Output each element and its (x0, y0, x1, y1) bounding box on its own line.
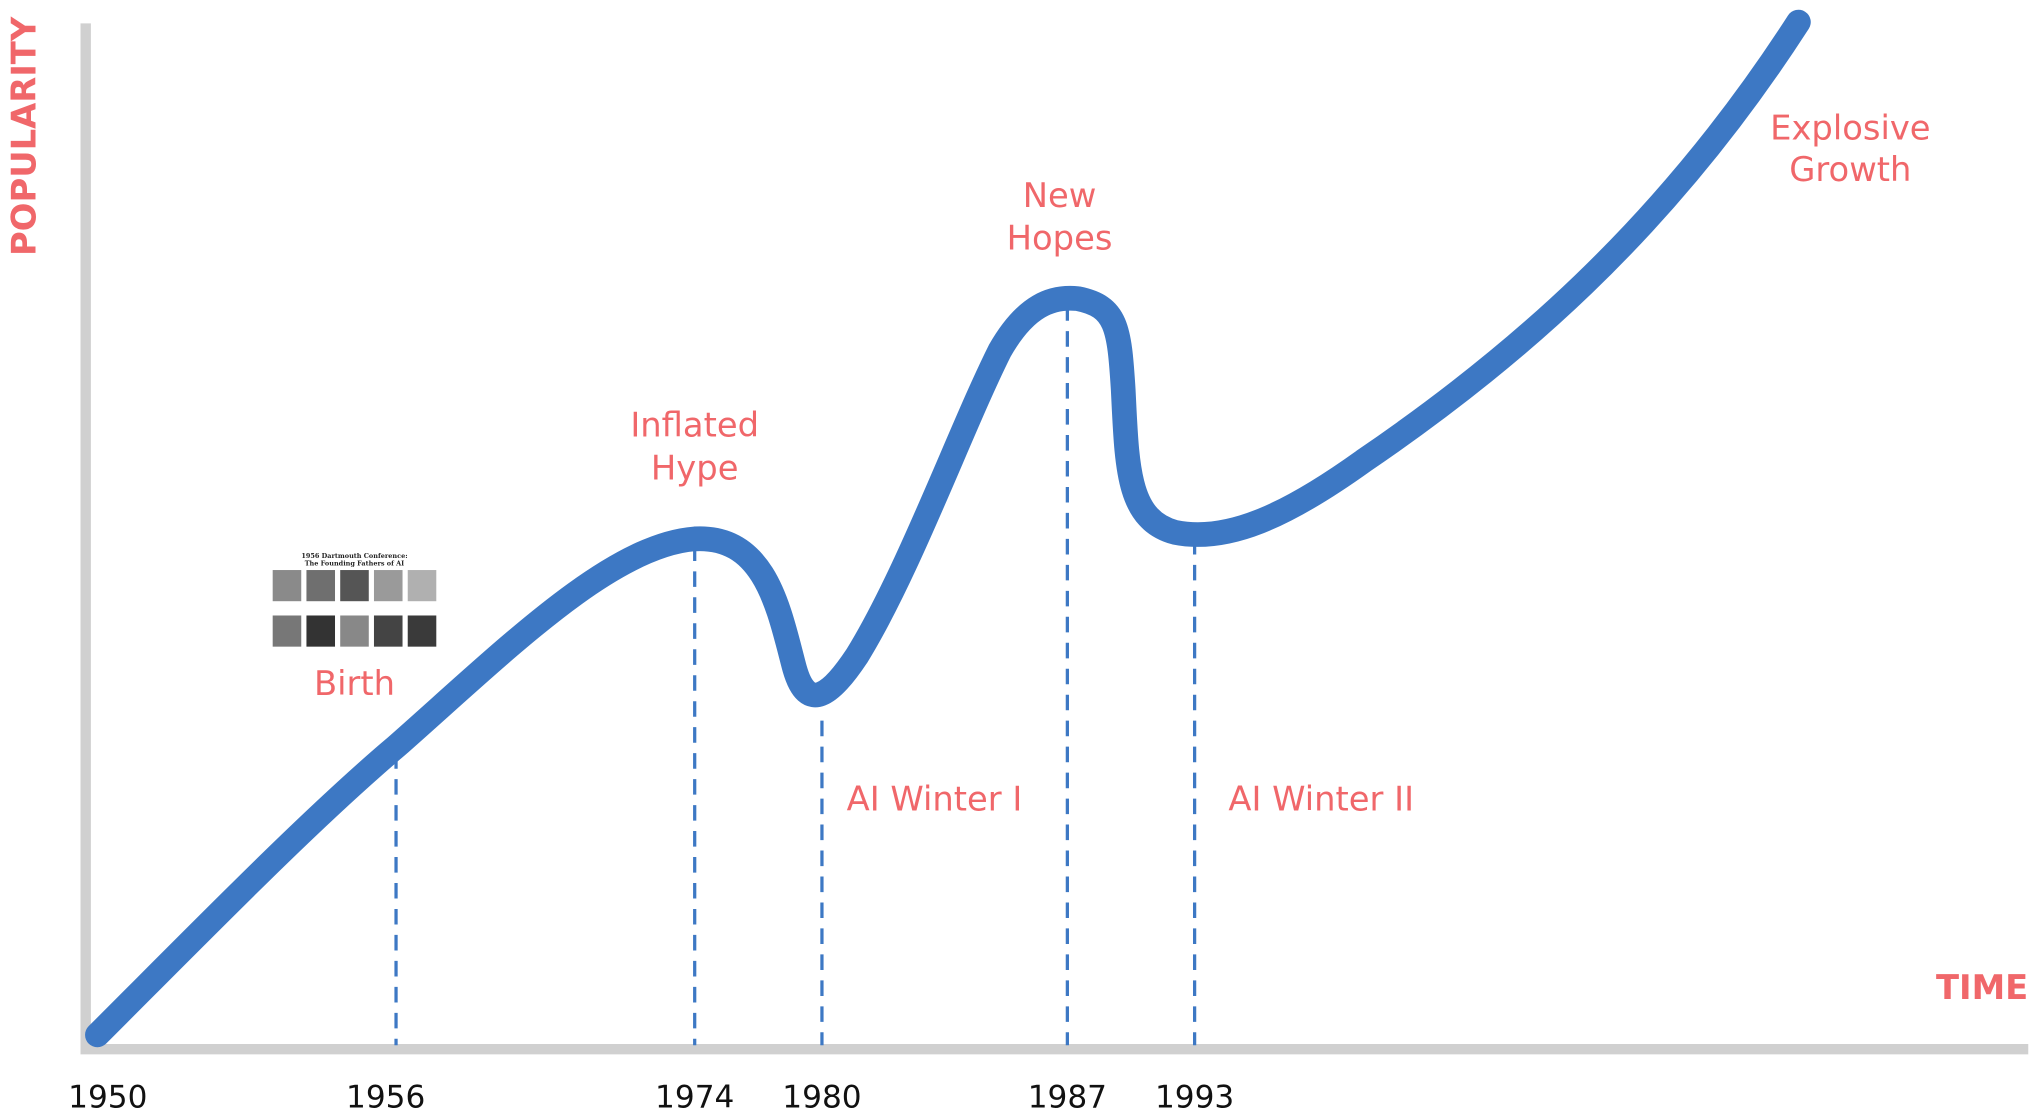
portrait (273, 615, 302, 646)
year-label: 1993 (1155, 1080, 1234, 1116)
stage-label: Birth (314, 664, 395, 703)
year-label: 1974 (655, 1080, 734, 1116)
year-label: 1956 (346, 1080, 425, 1116)
popularity-curve (97, 22, 1798, 1035)
year-label: 1950 (68, 1080, 147, 1116)
portrait (340, 570, 369, 601)
portrait (273, 570, 302, 601)
portrait (408, 570, 437, 601)
year-label: 1980 (782, 1080, 861, 1116)
year-label: 1987 (1028, 1080, 1107, 1116)
stage-label: Hopes (1007, 219, 1113, 258)
portrait (374, 570, 403, 601)
stage-label: Hype (651, 449, 739, 488)
y-axis-label: POPULARITY (4, 16, 43, 256)
portrait (306, 615, 335, 646)
portrait (374, 615, 403, 646)
stage-label: AI Winter II (1228, 780, 1414, 819)
chart: POPULARITY TIME 1950 1956 1974 1980 1987… (0, 0, 2036, 1117)
photo: 1956 Dartmouth Conference: The Founding … (273, 552, 437, 647)
x-axis-label: TIME (1936, 968, 2028, 1007)
photo-caption: The Founding Fathers of AI (305, 560, 404, 568)
stage-label: Inflated (630, 406, 759, 445)
stage-label: Growth (1789, 150, 1911, 189)
stage-label: AI Winter I (847, 780, 1023, 819)
portrait (306, 570, 335, 601)
stage-label: New (1023, 176, 1097, 215)
stage-label: Explosive (1770, 108, 1930, 147)
chart-body: POPULARITY TIME 1950 1956 1974 1980 1987… (4, 16, 2028, 1115)
portrait (340, 615, 369, 646)
portrait (408, 615, 437, 646)
